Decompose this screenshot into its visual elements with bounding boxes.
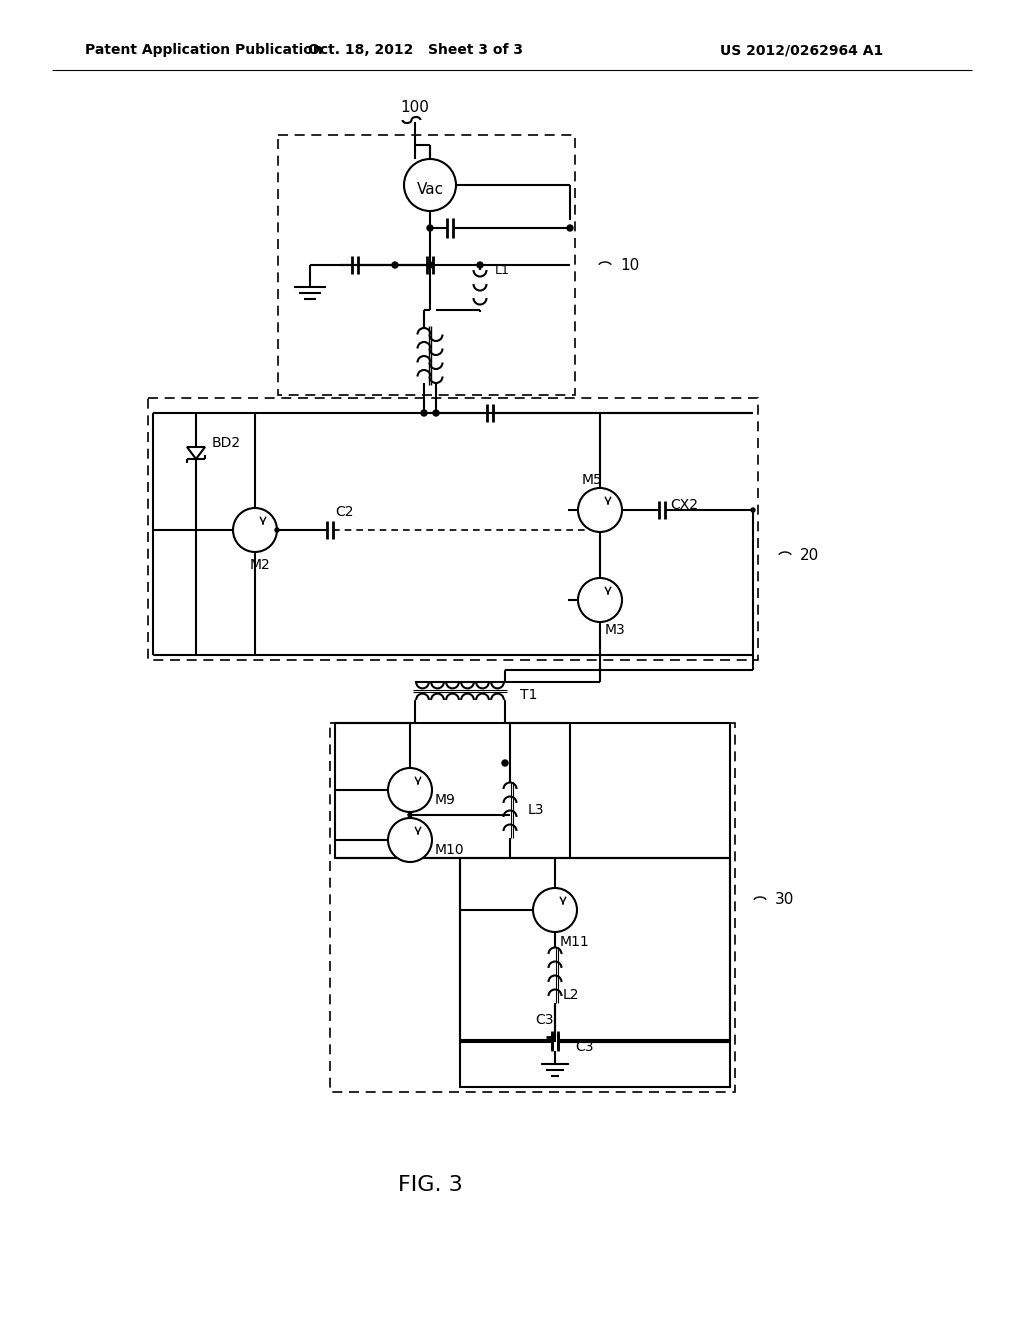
- Text: 10: 10: [620, 257, 639, 272]
- Circle shape: [502, 760, 508, 766]
- Circle shape: [388, 818, 432, 862]
- Text: CX2: CX2: [670, 498, 698, 512]
- Text: BD2: BD2: [212, 436, 241, 450]
- Bar: [278, 135, 575, 395]
- Circle shape: [404, 158, 456, 211]
- Text: L2: L2: [563, 987, 580, 1002]
- Circle shape: [427, 261, 433, 268]
- Circle shape: [567, 224, 573, 231]
- Text: L3: L3: [528, 803, 545, 817]
- Bar: [148, 399, 758, 660]
- Circle shape: [427, 224, 433, 231]
- Text: Patent Application Publication: Patent Application Publication: [85, 44, 323, 57]
- Text: C3: C3: [535, 1012, 554, 1027]
- Circle shape: [233, 508, 278, 552]
- Circle shape: [392, 261, 398, 268]
- Circle shape: [578, 488, 622, 532]
- Text: M9: M9: [435, 793, 456, 807]
- Bar: [330, 723, 735, 1092]
- Circle shape: [534, 888, 577, 932]
- Circle shape: [751, 508, 755, 512]
- Text: L1: L1: [495, 264, 510, 276]
- Bar: [460, 858, 730, 1086]
- Text: M2: M2: [250, 558, 270, 572]
- Text: M5: M5: [582, 473, 603, 487]
- Text: M11: M11: [560, 935, 590, 949]
- Text: US 2012/0262964 A1: US 2012/0262964 A1: [720, 44, 884, 57]
- Circle shape: [477, 261, 483, 268]
- Text: 20: 20: [800, 548, 819, 562]
- Circle shape: [433, 411, 439, 416]
- Circle shape: [275, 528, 279, 532]
- Circle shape: [578, 578, 622, 622]
- Text: 30: 30: [775, 892, 795, 908]
- Text: T1: T1: [520, 688, 538, 702]
- Text: 100: 100: [400, 100, 429, 116]
- Circle shape: [421, 411, 427, 416]
- Text: M3: M3: [605, 623, 626, 638]
- Circle shape: [388, 768, 432, 812]
- Text: C3: C3: [575, 1040, 594, 1053]
- Text: FIG. 3: FIG. 3: [397, 1175, 463, 1195]
- Text: Oct. 18, 2012   Sheet 3 of 3: Oct. 18, 2012 Sheet 3 of 3: [307, 44, 522, 57]
- Circle shape: [408, 813, 412, 817]
- Text: Vac: Vac: [417, 181, 443, 197]
- Bar: [335, 723, 570, 858]
- Text: M10: M10: [435, 843, 465, 857]
- Text: C2: C2: [335, 506, 353, 519]
